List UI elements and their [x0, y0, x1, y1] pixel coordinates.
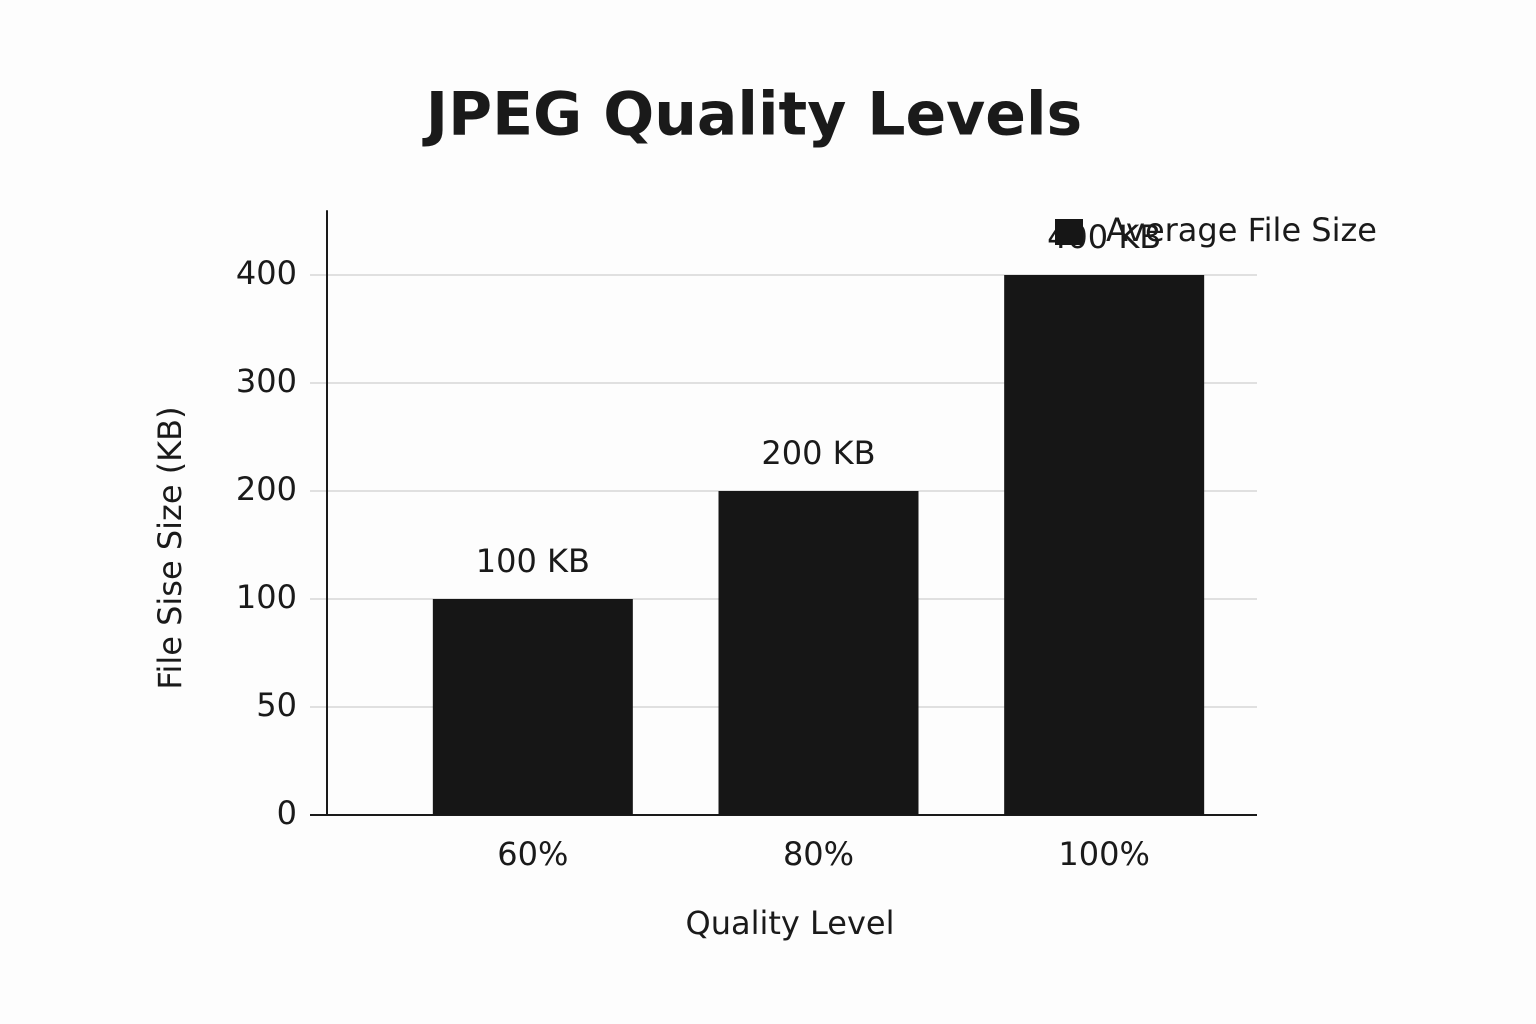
y-tick-label: 0 [277, 794, 297, 832]
legend-label: Average File Size [1106, 211, 1377, 249]
y-tick-label: 400 [236, 254, 297, 292]
y-tick-label: 300 [236, 362, 297, 400]
x-tick-label: 100% [1058, 835, 1149, 873]
x-tick-label: 60% [497, 835, 568, 873]
value-label: 200 KB [761, 434, 875, 472]
y-tick-label: 100 [236, 578, 297, 616]
value-label: 100 KB [476, 542, 590, 580]
y-tick-label: 50 [256, 686, 297, 724]
chart-title: JPEG Quality Levels [422, 80, 1082, 150]
bar [432, 599, 633, 815]
legend-swatch [1055, 219, 1083, 245]
y-axis-label: File Sise Size (KB) [151, 406, 189, 689]
y-tick-label: 200 [236, 470, 297, 508]
bar [1004, 275, 1205, 815]
x-tick-label: 80% [783, 835, 854, 873]
x-axis-label: Quality Level [686, 904, 895, 942]
bar [718, 491, 919, 815]
